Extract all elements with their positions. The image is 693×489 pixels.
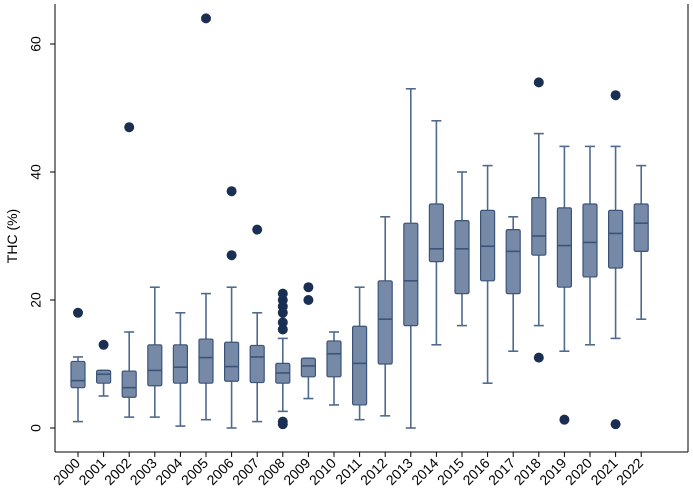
iqr-box [582,203,598,278]
box-2007 [249,224,265,423]
outlier-point [124,122,135,133]
box-2010 [326,331,342,406]
box-2001 [95,339,112,397]
x-tick-label: 2010 [306,455,339,488]
iqr-box [556,207,573,288]
x-tick-label: 2001 [75,455,108,488]
x-tick-label: 2021 [587,455,620,488]
box-2002 [121,122,137,418]
box-2015 [454,171,470,327]
iqr-box [326,340,342,378]
outlier-point [303,282,314,293]
box-2016 [480,164,496,385]
x-tick-label: 2005 [178,455,211,488]
outlier-point [533,77,544,88]
x-tick-label: 2018 [511,455,544,488]
iqr-box [428,203,444,263]
outlier-point [533,352,544,363]
box-2005 [198,13,214,421]
iqr-box [147,344,163,387]
box-2011 [352,286,368,421]
iqr-box [121,370,137,398]
iqr-box [531,197,547,256]
x-tick-label: 2004 [152,455,185,488]
x-tick-label: 2013 [383,455,416,488]
y-tick-label: 60 [28,36,44,52]
x-tick-label: 2016 [459,455,492,488]
outlier-point [252,224,263,235]
box-2004 [172,311,188,427]
x-tick-label: 2007 [229,455,262,488]
iqr-box [403,222,419,327]
x-tick-label: 2009 [280,455,313,488]
box-2009 [300,282,316,400]
outlier-point [610,90,621,101]
iqr-box [249,344,265,384]
iqr-box [300,357,316,378]
x-tick-label: 2011 [332,455,365,488]
x-tick-label: 2014 [408,455,441,488]
box-2022 [633,164,649,321]
y-tick-label: 20 [28,292,44,308]
outlier-point [559,414,570,425]
y-axis-label: THC (%) [4,209,20,263]
box-2014 [428,120,444,346]
iqr-box [70,360,86,389]
box-2017 [505,216,521,353]
y-tick-label: 0 [28,424,44,432]
box-2006 [224,186,240,429]
box-2012 [377,216,393,417]
iqr-box [95,369,112,384]
iqr-box [352,325,368,406]
box-2008 [275,288,291,430]
plot-area [70,13,649,430]
x-tick-label: 2003 [127,455,160,488]
x-tick-label: 2000 [50,455,83,488]
box-2018 [531,77,547,363]
box-2019 [556,145,573,425]
outlier-point [201,13,211,24]
box-2013 [403,88,419,429]
outlier-point [226,186,237,197]
iqr-box [454,220,470,295]
iqr-box [633,203,649,252]
y-tick-label: 40 [28,164,44,180]
x-tick-label: 2006 [203,455,236,488]
outlier-point [277,317,288,328]
outlier-point [226,250,237,261]
x-tick-label: 2002 [101,455,134,488]
iqr-box [377,280,393,365]
outlier-point [277,324,288,335]
box-2000 [70,307,86,423]
x-tick-label: 2022 [613,455,646,488]
box-2021 [607,90,624,430]
outlier-point [277,416,288,427]
x-tick-label: 2020 [562,455,595,488]
x-tick-label: 2012 [357,455,390,488]
outlier-point [277,288,288,299]
outlier-point [73,307,83,318]
x-tick-label: 2008 [255,455,288,488]
iqr-box [505,229,521,295]
iqr-box [224,341,240,382]
iqr-box [172,344,188,384]
box-2003 [147,286,163,418]
x-tick-label: 2015 [434,455,467,488]
outlier-point [98,339,109,350]
outlier-point [610,419,621,430]
box-2020 [582,145,598,346]
iqr-box [198,338,214,384]
outlier-point [303,295,314,305]
x-tick-label: 2019 [536,455,569,488]
iqr-box [607,209,624,269]
x-tick-label: 2017 [485,455,518,488]
